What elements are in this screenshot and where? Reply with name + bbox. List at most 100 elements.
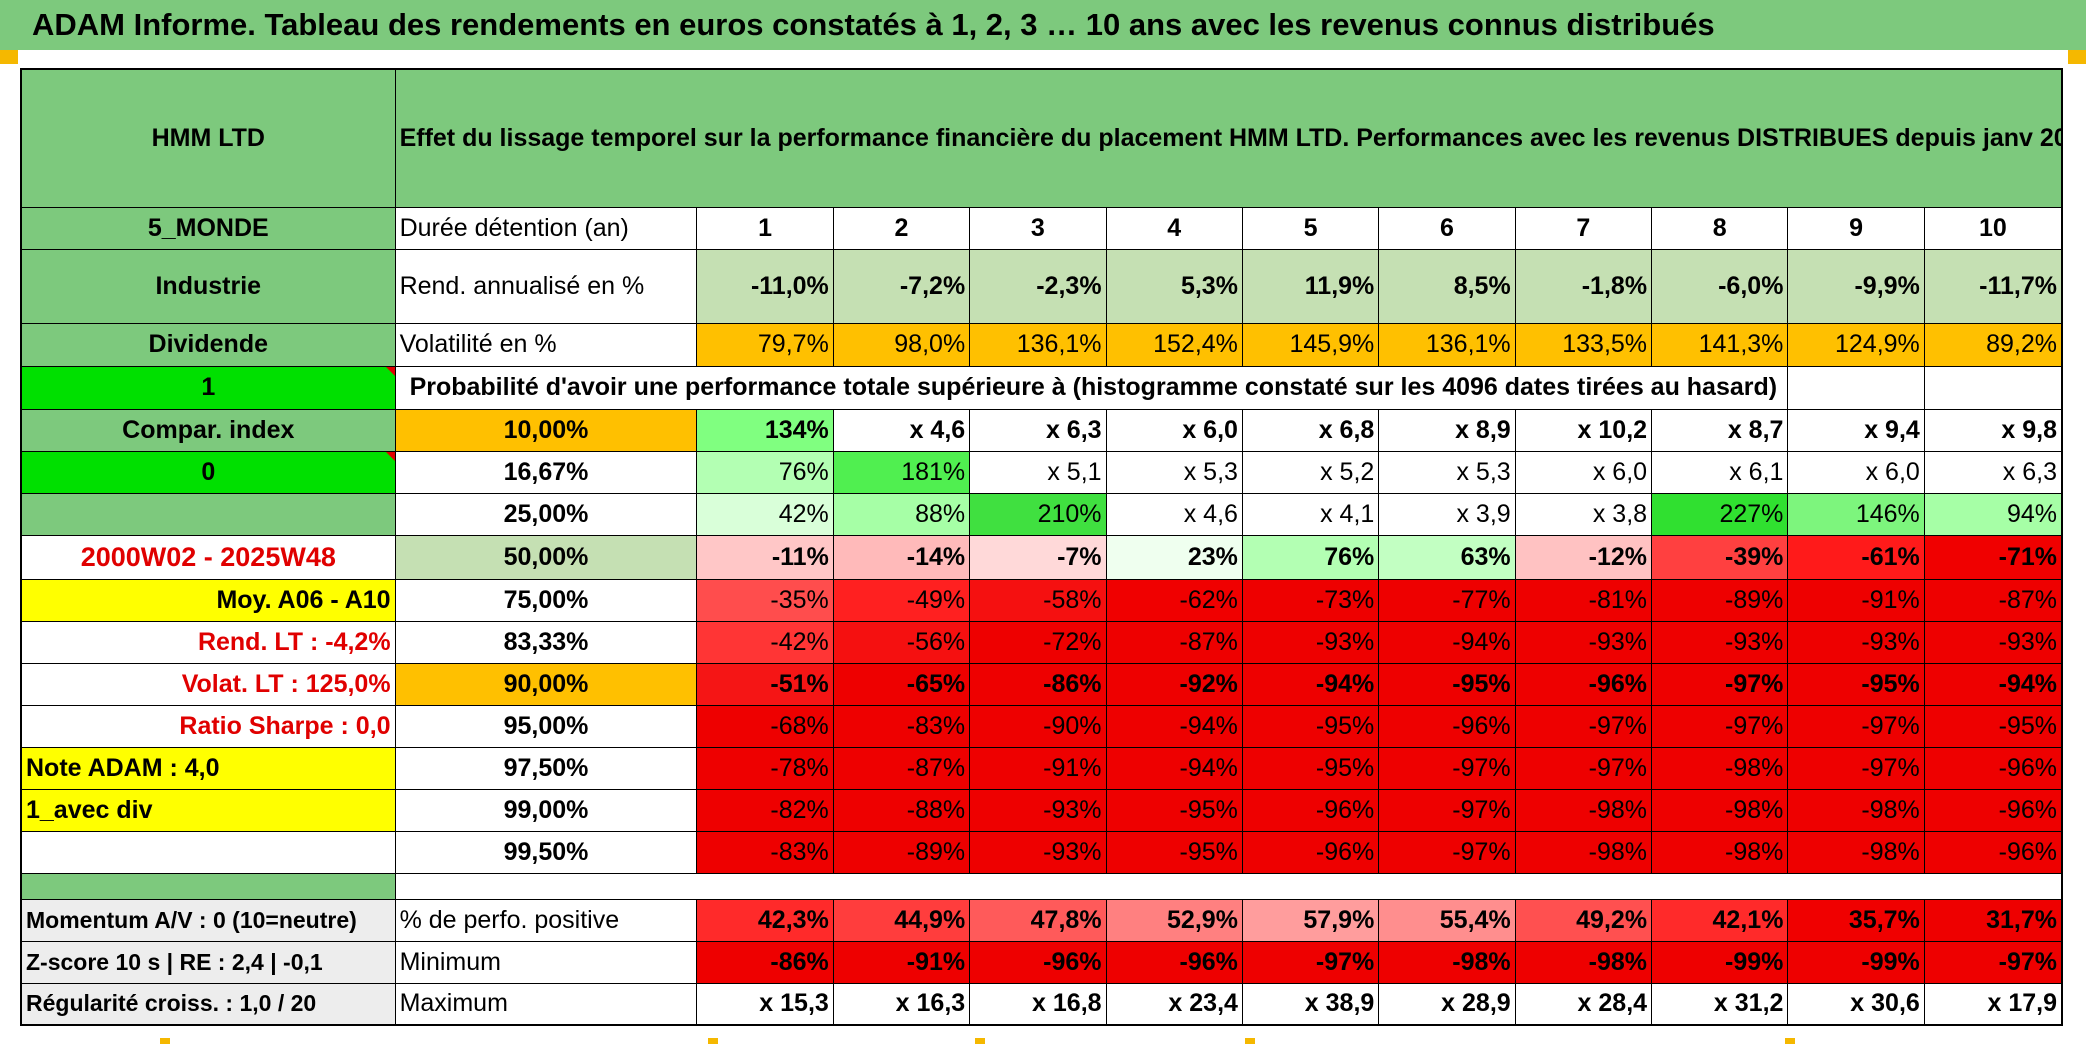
- probability-cell: 42%: [696, 492, 834, 536]
- volat-label: Volatilité en %: [394, 322, 698, 367]
- year-header: 6: [1378, 206, 1516, 250]
- probability-cell: -88%: [832, 788, 971, 832]
- probability-cell: -96%: [1923, 746, 2063, 790]
- rend-lt-label: Rend. LT : -4,2%: [20, 620, 396, 664]
- year-header: 1: [696, 206, 834, 250]
- percentile-label: 75,00%: [394, 578, 698, 622]
- probability-cell: -89%: [832, 830, 971, 874]
- tick-marker: [160, 1038, 170, 1044]
- positive-cell: 42,1%: [1651, 898, 1789, 942]
- probability-cell: 88%: [832, 492, 971, 536]
- year-header: 3: [969, 206, 1107, 250]
- positive-cell: 55,4%: [1378, 898, 1516, 942]
- probability-cell: 23%: [1105, 534, 1243, 580]
- probability-cell: -73%: [1241, 578, 1380, 622]
- table-description: Effet du lissage temporel sur la perform…: [394, 68, 2063, 208]
- stats-row: Z-score 10 s | RE : 2,4 | -0,1 Minimum -86…: [20, 940, 2063, 984]
- probability-cell: 63%: [1378, 534, 1516, 580]
- stats-row: Momentum A/V : 0 (10=neutre)% de perfo. …: [20, 898, 2063, 942]
- percentile-label: 97,50%: [394, 746, 698, 790]
- probability-cell: -12%: [1514, 534, 1653, 580]
- probability-cell: -94%: [1105, 704, 1243, 748]
- probability-cell: -98%: [1787, 830, 1925, 874]
- rend-cell: -11,7%: [1923, 248, 2063, 324]
- probability-cell: x 4,1: [1241, 492, 1380, 536]
- probability-cell: x 6,0: [1787, 450, 1925, 494]
- probability-cell: -98%: [1787, 788, 1925, 832]
- year-header: 5: [1241, 206, 1380, 250]
- probability-cell: -62%: [1105, 578, 1243, 622]
- probability-cell: 227%: [1651, 492, 1789, 536]
- positive-cell: 49,2%: [1514, 898, 1653, 942]
- year-header: 4: [1105, 206, 1243, 250]
- positive-label: % de perfo. positive: [394, 898, 698, 942]
- spacer-row: [20, 872, 2062, 900]
- avec-div-label: 1_avec div: [20, 788, 396, 832]
- probability-heading: Probabilité d'avoir une performance tota…: [394, 365, 1789, 410]
- maximum-cell: x 16,3: [832, 982, 971, 1026]
- probability-cell: 134%: [696, 408, 834, 452]
- volat-cell: 152,4%: [1105, 322, 1243, 367]
- probability-cell: -87%: [832, 746, 971, 790]
- probability-cell: -93%: [1651, 620, 1789, 664]
- probability-cell: -97%: [1378, 788, 1516, 832]
- minimum-cell: -91%: [832, 940, 971, 984]
- probability-cell: x 3,9: [1378, 492, 1516, 536]
- positive-cell: 44,9%: [832, 898, 971, 942]
- maximum-cell: x 16,8: [969, 982, 1107, 1026]
- maximum-cell: x 28,4: [1514, 982, 1653, 1026]
- corner-marker: [2068, 50, 2086, 64]
- probability-cell: -93%: [1241, 620, 1380, 664]
- positive-cell: 42,3%: [696, 898, 834, 942]
- probability-cell: -7%: [969, 534, 1107, 580]
- probability-cell: x 8,9: [1378, 408, 1516, 452]
- probability-cell: -91%: [1787, 578, 1925, 622]
- probability-cell: -97%: [1651, 704, 1789, 748]
- probability-cell: -97%: [1514, 704, 1653, 748]
- tick-marker: [975, 1038, 985, 1044]
- probability-cell: -51%: [696, 662, 834, 706]
- probability-cell: 94%: [1923, 492, 2063, 536]
- momentum-label: Momentum A/V : 0 (10=neutre): [20, 898, 396, 942]
- flag-1: 1: [20, 365, 396, 410]
- probability-cell: -65%: [832, 662, 971, 706]
- probability-cell: x 6,3: [1923, 450, 2063, 494]
- probability-cell: x 10,2: [1514, 408, 1653, 452]
- probability-cell: -95%: [1923, 704, 2063, 748]
- rend-cell: -11,0%: [696, 248, 834, 324]
- fund-name: HMM LTD: [20, 68, 396, 208]
- income-label: Dividende: [20, 322, 396, 367]
- rend-label: Rend. annualisé en %: [394, 248, 698, 324]
- probability-cell: -97%: [1378, 746, 1516, 790]
- probability-cell: -96%: [1241, 788, 1380, 832]
- volat-cell: 141,3%: [1651, 322, 1789, 367]
- maximum-cell: x 23,4: [1105, 982, 1243, 1026]
- maximum-cell: x 28,9: [1378, 982, 1516, 1026]
- sector-label: Industrie: [20, 248, 396, 324]
- probability-cell: x 9,4: [1787, 408, 1925, 452]
- probability-cell: -98%: [1651, 788, 1789, 832]
- rend-cell: -1,8%: [1514, 248, 1653, 324]
- probability-cell: x 6,8: [1241, 408, 1380, 452]
- zone-label: 5_MONDE: [20, 206, 396, 250]
- probability-cell: -86%: [969, 662, 1107, 706]
- probability-cell: -58%: [969, 578, 1107, 622]
- probability-cell: x 5,3: [1378, 450, 1516, 494]
- minimum-cell: -97%: [1923, 940, 2063, 984]
- stats-row: Régularité croiss. : 1,0 / 20 Maximum x 15…: [20, 982, 2063, 1026]
- rend-cell: -9,9%: [1787, 248, 1925, 324]
- probability-cell: x 8,7: [1651, 408, 1789, 452]
- probability-cell: -77%: [1378, 578, 1516, 622]
- probability-cell: -71%: [1923, 534, 2063, 580]
- year-header: 10: [1923, 206, 2063, 250]
- rend-cell: -6,0%: [1651, 248, 1789, 324]
- volat-cell: 145,9%: [1241, 322, 1380, 367]
- rend-cell: -7,2%: [832, 248, 971, 324]
- probability-cell: x 5,2: [1241, 450, 1380, 494]
- empty-left-cell: [20, 830, 396, 874]
- probability-cell: -94%: [1105, 746, 1243, 790]
- probability-cell: -97%: [1787, 704, 1925, 748]
- positive-cell: 57,9%: [1241, 898, 1380, 942]
- probability-cell: -14%: [832, 534, 971, 580]
- probability-cell: -95%: [1378, 662, 1516, 706]
